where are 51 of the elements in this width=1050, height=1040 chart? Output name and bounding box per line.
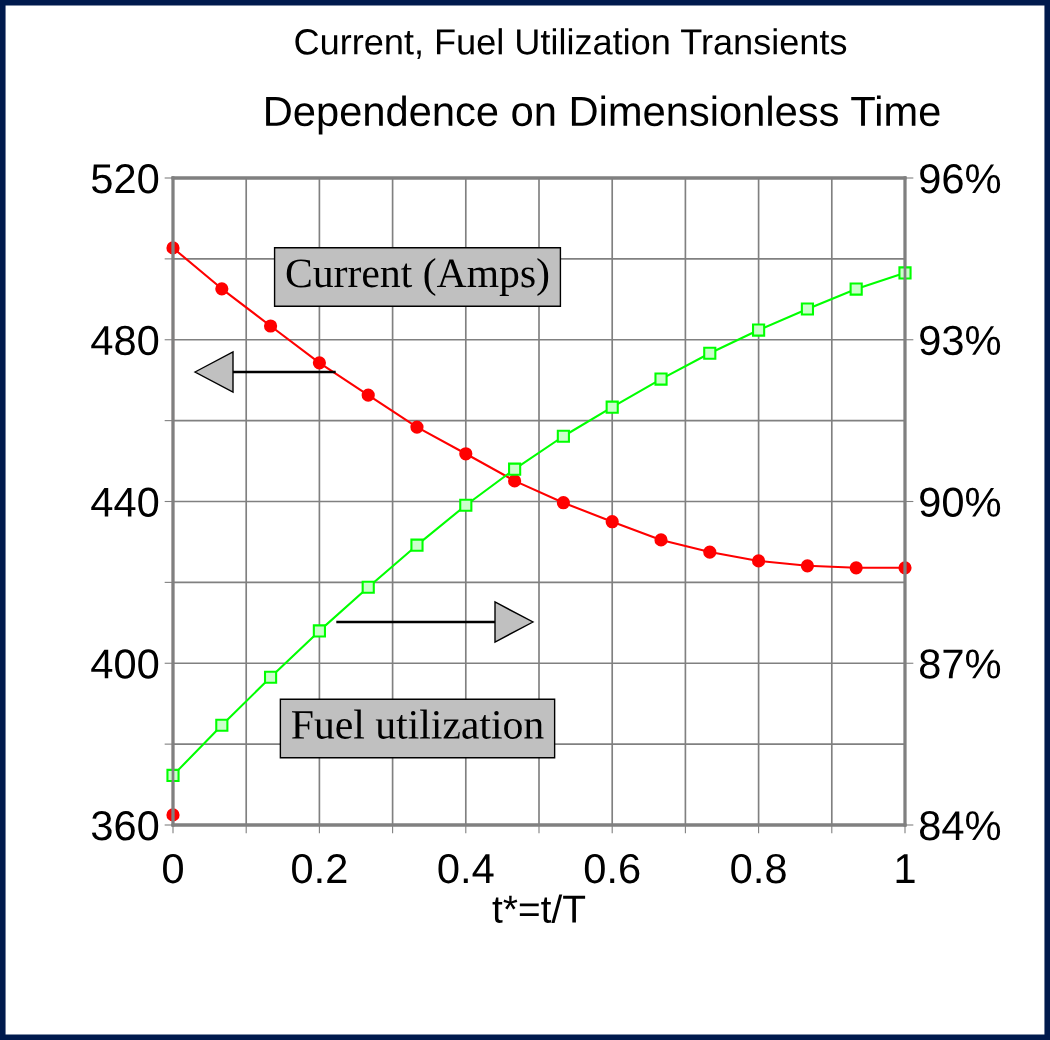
y2-tick-label: 87% bbox=[920, 649, 1001, 679]
y-tick-label: 520 bbox=[91, 164, 159, 194]
point bbox=[361, 580, 375, 594]
y-tick-label: 400 bbox=[91, 649, 159, 679]
point bbox=[361, 388, 375, 402]
annotation: Current (Amps) bbox=[286, 258, 549, 296]
point bbox=[654, 372, 668, 386]
y2-tick-label: 96% bbox=[920, 164, 1001, 194]
point bbox=[166, 768, 180, 782]
point bbox=[703, 346, 717, 360]
point bbox=[654, 533, 668, 547]
point bbox=[215, 282, 229, 296]
point bbox=[263, 670, 278, 684]
y2-tick-label: 93% bbox=[920, 325, 1001, 356]
x-tick-label: 1 bbox=[896, 854, 915, 883]
point bbox=[556, 429, 570, 443]
point bbox=[898, 266, 912, 280]
point bbox=[556, 496, 570, 510]
x-axis-title: t*=t/T bbox=[492, 894, 586, 923]
point bbox=[215, 718, 229, 732]
chart-subtitle: Dependence on Dimensionless Time bbox=[266, 95, 940, 135]
point bbox=[849, 561, 863, 575]
annotation: Fuel utilization bbox=[291, 709, 544, 739]
point bbox=[605, 400, 619, 414]
point bbox=[312, 624, 326, 638]
point bbox=[508, 462, 522, 476]
x-tick-label: 0.2 bbox=[292, 853, 347, 884]
x-tick-label: 0.6 bbox=[584, 853, 640, 884]
point bbox=[800, 559, 815, 573]
point bbox=[605, 515, 619, 529]
point bbox=[703, 545, 717, 559]
y-tick-label: 480 bbox=[91, 325, 159, 356]
point bbox=[752, 554, 766, 568]
point bbox=[459, 498, 473, 512]
point bbox=[752, 323, 766, 337]
point bbox=[263, 319, 278, 333]
y-tick-label: 360 bbox=[91, 811, 159, 841]
x-tick-label: 0.4 bbox=[438, 853, 494, 884]
point bbox=[312, 356, 326, 370]
point bbox=[410, 420, 424, 434]
y-tick-label: 440 bbox=[91, 487, 159, 518]
y2-tick-label: 90% bbox=[920, 487, 1001, 518]
point bbox=[800, 302, 815, 316]
point bbox=[849, 282, 863, 296]
point bbox=[508, 474, 522, 488]
point bbox=[459, 447, 473, 461]
point bbox=[410, 538, 424, 552]
x-tick-label: 0.8 bbox=[731, 853, 786, 884]
x-tick-label: 0 bbox=[163, 853, 183, 884]
y2-tick-label: 84% bbox=[920, 811, 1001, 841]
chart-title: Current, Fuel Utilization Transients bbox=[295, 28, 847, 59]
